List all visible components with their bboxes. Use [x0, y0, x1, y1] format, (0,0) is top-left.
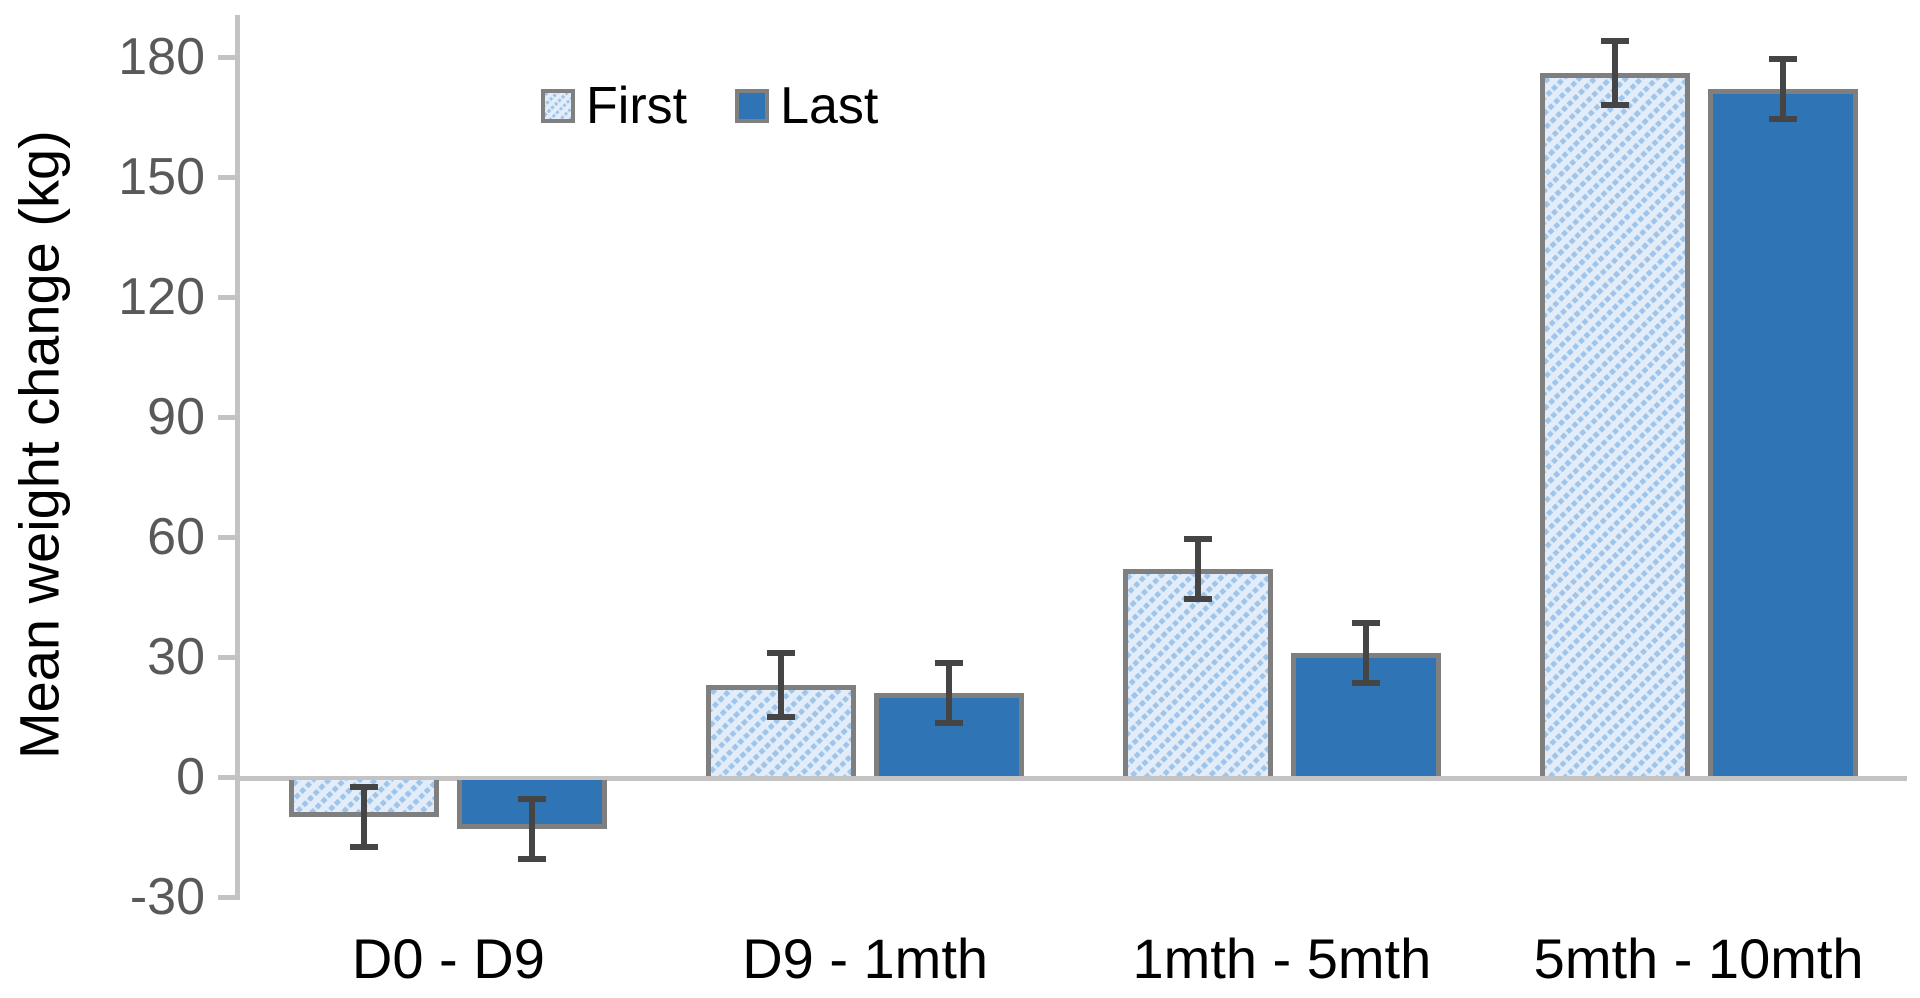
y-axis-tick: [218, 655, 240, 660]
error-bar-cap-bottom: [518, 856, 547, 862]
error-bar-cap-top: [1600, 38, 1629, 44]
error-bar-cap-bottom: [1183, 596, 1212, 602]
error-bar-cap-top: [935, 660, 964, 666]
y-tick-label: 90: [147, 388, 205, 446]
y-axis-tick: [218, 175, 240, 180]
legend: First Last: [541, 74, 878, 138]
bar-last-4: [1707, 89, 1858, 776]
bar-first-4: [1539, 73, 1690, 776]
error-bar-line: [1779, 59, 1786, 119]
error-bar-line: [778, 653, 785, 717]
y-axis-tick: [218, 295, 240, 300]
y-axis-tick: [218, 55, 240, 60]
y-axis-line: [235, 15, 240, 900]
error-bar-cap-bottom: [767, 714, 796, 720]
x-tick-label: 5mth - 10mth: [1533, 927, 1864, 990]
legend-swatch-first: [541, 89, 575, 123]
x-axis-line: [238, 776, 1907, 781]
y-axis-tick: [218, 895, 240, 900]
y-axis-tick: [218, 415, 240, 420]
error-bar-line: [1611, 41, 1618, 105]
error-bar-line: [1362, 623, 1369, 683]
error-bar-cap-top: [1768, 56, 1797, 62]
y-tick-label: 120: [118, 268, 205, 326]
y-tick-label: 30: [147, 628, 205, 686]
error-bar-cap-bottom: [350, 844, 379, 850]
error-bar-cap-top: [1183, 536, 1212, 542]
error-bar-cap-top: [767, 650, 796, 656]
error-bar-cap-top: [350, 784, 379, 790]
legend-label-first: First: [586, 77, 688, 135]
y-tick-label: 150: [118, 148, 205, 206]
error-bar-cap-bottom: [935, 720, 964, 726]
x-tick-label: 1mth - 5mth: [1132, 927, 1432, 990]
y-tick-label: -30: [129, 868, 205, 926]
error-bar-line: [1194, 539, 1201, 599]
x-tick-label: D9 - 1mth: [742, 927, 989, 990]
y-tick-label: 180: [118, 28, 205, 86]
legend-swatch-last: [735, 89, 770, 123]
y-axis-tick: [218, 775, 240, 780]
error-bar-line: [946, 663, 953, 723]
error-bar-cap-bottom: [1351, 680, 1380, 686]
legend-label-last: Last: [780, 77, 879, 135]
error-bar-line: [529, 799, 536, 859]
y-tick-label: 60: [147, 508, 205, 566]
error-bar-cap-top: [1351, 620, 1380, 626]
bar-first-3: [1122, 569, 1273, 776]
error-bar-cap-bottom: [1768, 116, 1797, 122]
y-tick-label: 0: [176, 748, 205, 806]
error-bar-cap-bottom: [1600, 102, 1629, 108]
y-axis-tick: [218, 535, 240, 540]
x-tick-label: D0 - D9: [351, 927, 545, 990]
error-bar-line: [361, 787, 368, 847]
error-bar-cap-top: [518, 796, 547, 802]
